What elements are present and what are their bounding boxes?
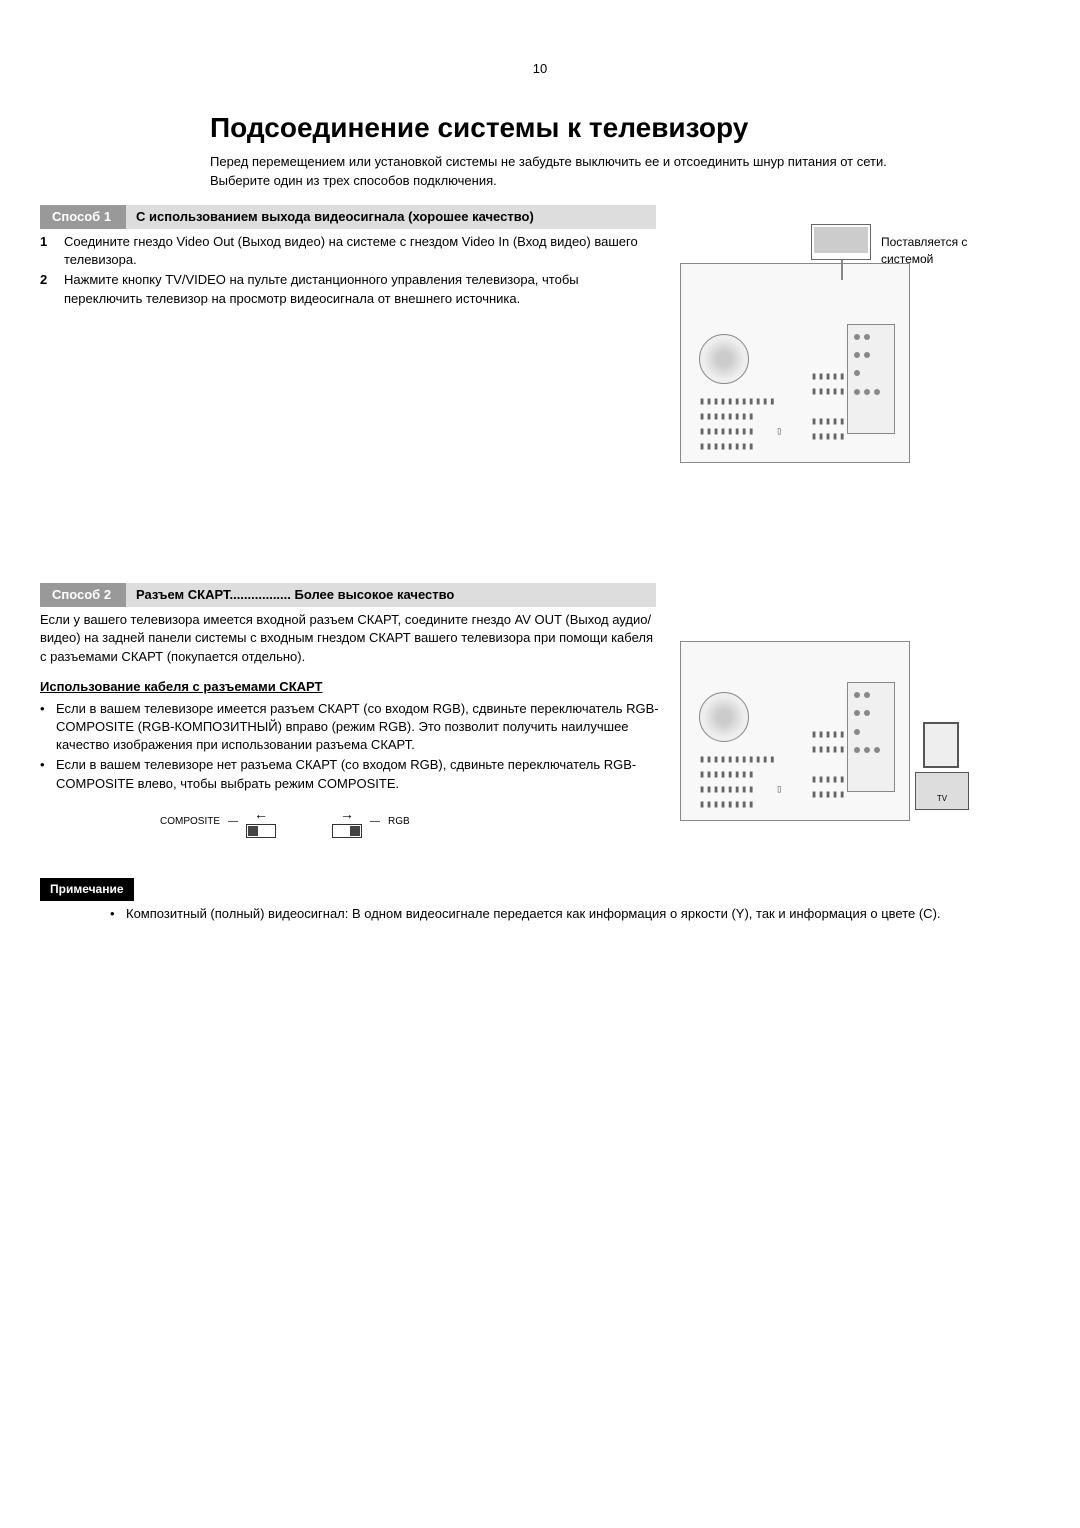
vent-pattern-4: ▮▮▮▮▮▮▮▮▮▮▮▮▮▮▮▮▮▮▮▮ bbox=[811, 727, 846, 802]
tv-icon-right: TV bbox=[915, 772, 969, 810]
vent-pattern-3: ▮▮▮▮▮▮▮▮▮▮▮▮▮▮▮▮▮▮▮▮▮▮▮▮▮▮▮ ▯▮▮▮▮▮▮▮▮ bbox=[699, 752, 783, 812]
switch-diagram: COMPOSITE — — RGB bbox=[160, 805, 660, 839]
vent-pattern-2: ▮▮▮▮▮▮▮▮▮▮▮▮▮▮▮▮▮▮▮▮ bbox=[811, 369, 846, 444]
method1-title: С использованием выхода видеосигнала (хо… bbox=[126, 205, 656, 229]
cable-icon bbox=[841, 260, 843, 280]
method2-label: Способ 2 bbox=[40, 583, 126, 607]
diagram-label: Поставляется с системой bbox=[881, 234, 1001, 268]
method2-subheader: Использование кабеля с разъемами СКАРТ bbox=[40, 678, 660, 696]
method2-intro: Если у вашего телевизора имеется входной… bbox=[40, 611, 660, 666]
io-panel-2 bbox=[847, 682, 895, 792]
method2-title: Разъем СКАРТ................. Более высо… bbox=[126, 583, 656, 607]
step-2: 2Нажмите кнопку TV/VIDEO на пульте диста… bbox=[40, 271, 660, 307]
switch-right-icon bbox=[332, 824, 362, 838]
dash-icon-2: — bbox=[370, 815, 380, 829]
fan-icon-2 bbox=[699, 692, 749, 742]
method1-content: 1Соедините гнездо Video Out (Выход видео… bbox=[40, 233, 1040, 463]
bullet-2: •Если в вашем телевизоре нет разъема СКА… bbox=[40, 756, 660, 792]
scart-plug-icon bbox=[923, 722, 959, 768]
switch-left-icon bbox=[246, 824, 276, 838]
step2-text: Нажмите кнопку TV/VIDEO на пульте дистан… bbox=[64, 271, 660, 307]
method1-header: Способ 1 С использованием выхода видеоси… bbox=[40, 205, 1040, 229]
method2-content: Если у вашего телевизора имеется входной… bbox=[40, 611, 1040, 838]
bullet-1: •Если в вашем телевизоре имеется разъем … bbox=[40, 700, 660, 755]
arrow-left-icon bbox=[254, 805, 268, 825]
main-title: Подсоединение системы к телевизору bbox=[210, 108, 1040, 147]
note-item: •Композитный (полный) видеосигнал: В одн… bbox=[110, 905, 1040, 923]
dash-icon: — bbox=[228, 815, 238, 829]
method2-diagram: ▮▮▮▮▮▮▮▮▮▮▮▮▮▮▮▮▮▮▮▮▮▮▮▮▮▮▮ ▯▮▮▮▮▮▮▮▮ ▮▮… bbox=[680, 641, 910, 821]
fan-icon bbox=[699, 334, 749, 384]
composite-label: COMPOSITE bbox=[160, 815, 220, 829]
intro-text: Перед перемещением или установкой систем… bbox=[210, 153, 1040, 189]
tv-icon bbox=[811, 224, 871, 260]
note-text: Композитный (полный) видеосигнал: В одно… bbox=[126, 905, 941, 923]
method2-bullets: •Если в вашем телевизоре имеется разъем … bbox=[40, 700, 660, 793]
method2-header: Способ 2 Разъем СКАРТ................. Б… bbox=[40, 583, 1040, 607]
bullet2-text: Если в вашем телевизоре нет разъема СКАР… bbox=[56, 756, 660, 792]
method1-diagram: Поставляется с системой ▮▮▮▮▮▮▮▮▮▮▮▮▮▮▮▮… bbox=[680, 263, 910, 463]
rgb-label: RGB bbox=[388, 815, 410, 829]
method1-label: Способ 1 bbox=[40, 205, 126, 229]
intro-line1: Перед перемещением или установкой систем… bbox=[210, 154, 887, 169]
method1-steps: 1Соедините гнездо Video Out (Выход видео… bbox=[40, 233, 660, 308]
vent-pattern: ▮▮▮▮▮▮▮▮▮▮▮▮▮▮▮▮▮▮▮▮▮▮▮▮▮▮▮ ▯▮▮▮▮▮▮▮▮ bbox=[699, 394, 783, 454]
step-1: 1Соедините гнездо Video Out (Выход видео… bbox=[40, 233, 660, 269]
note-label: Примечание bbox=[40, 878, 134, 901]
io-panel bbox=[847, 324, 895, 434]
note-body: •Композитный (полный) видеосигнал: В одн… bbox=[110, 905, 1040, 923]
arrow-right-icon bbox=[340, 805, 354, 825]
intro-line2: Выберите один из трех способов подключен… bbox=[210, 173, 497, 188]
step1-text: Соедините гнездо Video Out (Выход видео)… bbox=[64, 233, 660, 269]
page-number: 10 bbox=[40, 60, 1040, 78]
bullet1-text: Если в вашем телевизоре имеется разъем С… bbox=[56, 700, 660, 755]
